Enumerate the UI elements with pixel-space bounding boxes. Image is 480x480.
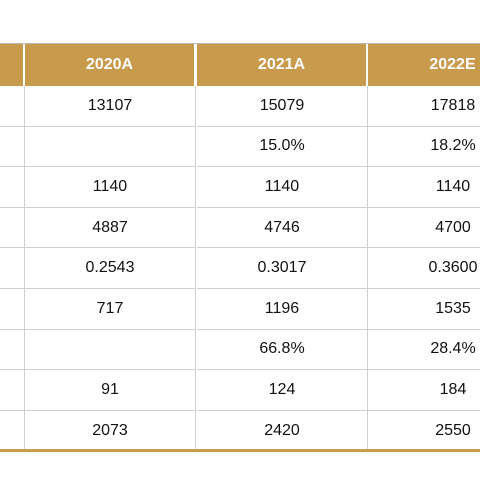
data-cell: 13107 — [25, 86, 196, 127]
data-cell — [25, 329, 196, 371]
data-cell: 15.0% — [197, 126, 368, 168]
data-cell: 2550 — [368, 411, 480, 452]
label-cell — [0, 167, 25, 208]
label-cell — [0, 86, 25, 127]
data-cell: 1140 — [368, 167, 480, 208]
data-cell: 2420 — [197, 410, 368, 452]
data-cell: 4700 — [368, 208, 480, 249]
data-cell — [25, 126, 196, 168]
label-cell — [0, 289, 25, 330]
data-cell: 66.8% — [197, 329, 368, 371]
data-cell: 1140 — [197, 167, 368, 208]
bottom-rule — [0, 449, 480, 452]
data-cell: 0.3017 — [197, 248, 368, 289]
data-cell: 717 — [25, 289, 196, 330]
data-cell: 2073 — [25, 410, 196, 452]
header-cell: 2020A — [25, 44, 196, 86]
data-cell: 184 — [368, 370, 480, 411]
data-cell: 1196 — [197, 289, 368, 330]
header-cell: 2022E — [368, 44, 480, 86]
data-cell: 15079 — [197, 86, 368, 127]
data-cell: 0.2543 — [25, 248, 196, 289]
data-cell: 18.2% — [368, 127, 480, 168]
data-cell: 1535 — [368, 289, 480, 330]
header-cell: 2021A — [197, 44, 368, 86]
data-cell: 28.4% — [368, 330, 480, 371]
label-cell — [0, 329, 25, 371]
header-cell — [0, 44, 25, 86]
data-cell: 4887 — [25, 207, 196, 249]
data-cell: 17818 — [368, 86, 480, 127]
label-cell — [0, 126, 25, 168]
data-cell: 91 — [25, 370, 196, 411]
label-cell — [0, 410, 25, 452]
data-cell: 124 — [197, 370, 368, 411]
label-cell — [0, 370, 25, 411]
label-cell — [0, 207, 25, 249]
data-cell: 1140 — [25, 167, 196, 208]
label-cell — [0, 248, 25, 289]
top-rule — [0, 43, 480, 44]
data-cell: 4746 — [197, 207, 368, 249]
data-cell: 0.3600 — [368, 248, 480, 289]
